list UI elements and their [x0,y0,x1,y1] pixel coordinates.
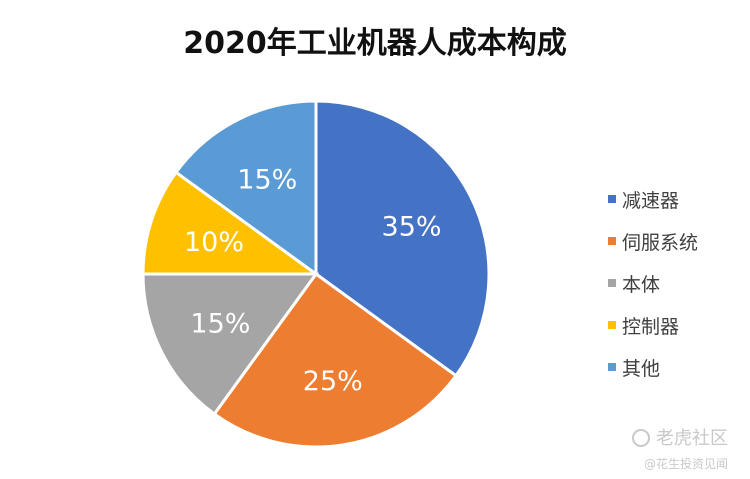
pie-slice-3 [141,170,321,276]
legend-item-1: 伺服系统 [608,220,698,262]
legend-item-4: 其他 [608,346,698,388]
legend-label: 控制器 [622,315,680,338]
legend-swatch [608,195,616,203]
slice-label-4: 15% [237,164,297,195]
pie-slice-4 [173,99,318,277]
pie-slice-0 [314,99,491,378]
legend-swatch [608,279,616,287]
watermark: 老虎社区 [632,424,742,450]
legend-swatch [608,237,616,245]
slice-label-2: 15% [190,309,250,340]
legend-swatch [608,363,616,371]
legend-swatch [608,321,616,329]
legend-label: 其他 [622,357,661,380]
legend-label: 伺服系统 [622,231,699,254]
legend-item-3: 控制器 [608,304,698,346]
legend-item-2: 本体 [608,262,698,304]
tiger-logo-icon [632,429,650,447]
legend-item-0: 减速器 [608,178,698,220]
pie-slice-1 [212,271,459,449]
pie-slice-2 [141,272,319,417]
chart-legend: 减速器伺服系统本体控制器其他 [608,178,698,388]
watermark-sub: @花生投资见闻 [644,457,729,471]
slice-label-0: 35% [382,211,442,242]
watermark-main: 老虎社区 [656,428,728,449]
slice-label-1: 25% [303,366,363,397]
chart-title: 2020年工业机器人成本构成 [183,26,567,61]
legend-label: 减速器 [622,189,680,212]
legend-label: 本体 [622,273,661,296]
slice-label-3: 10% [184,227,244,258]
